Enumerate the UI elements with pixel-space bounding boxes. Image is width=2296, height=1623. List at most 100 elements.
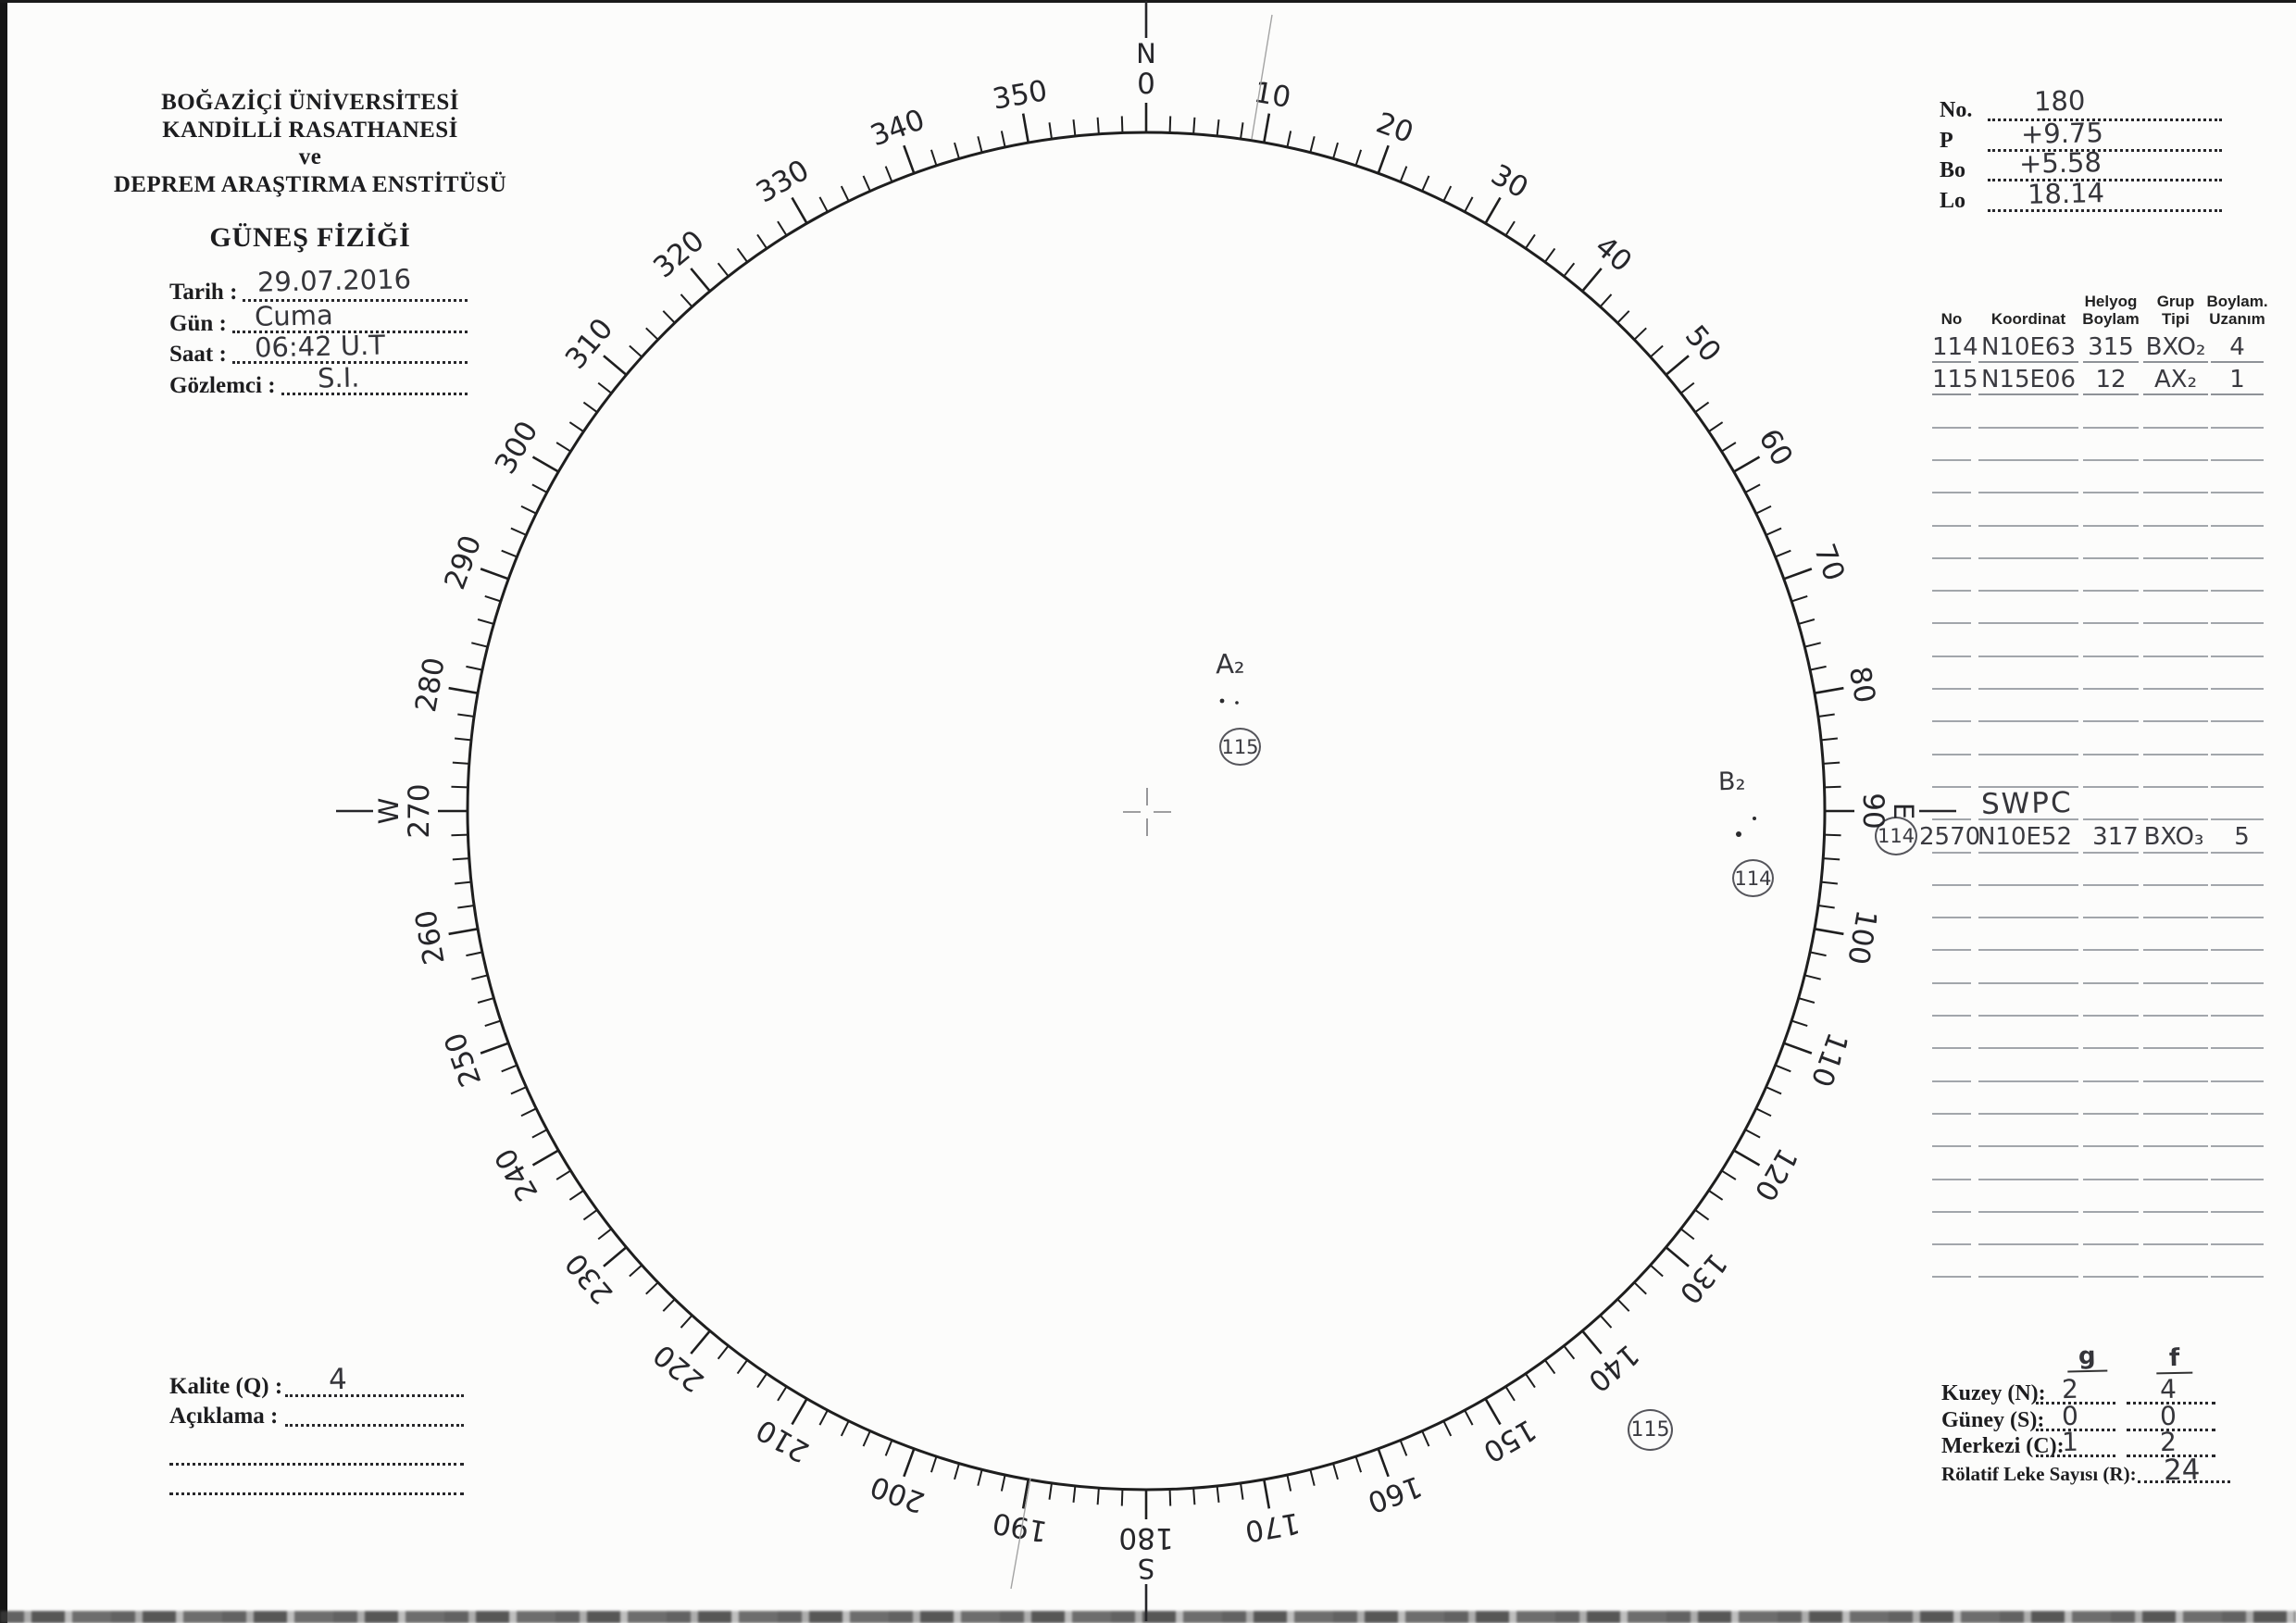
table-row-rule bbox=[1978, 492, 2078, 494]
table-row-rule bbox=[2143, 1047, 2208, 1050]
table-row-rule bbox=[2143, 883, 2208, 886]
table-col-header: Boylam. Uzanım bbox=[2206, 289, 2267, 328]
obs-field-row: Gözlemci : S.I. bbox=[169, 361, 468, 399]
dotted-rule bbox=[2127, 1428, 2215, 1431]
table-row-rule bbox=[1978, 458, 2078, 461]
table-row-rule bbox=[1932, 556, 1971, 559]
counts-row-label: Kuzey (N): bbox=[1941, 1381, 2046, 1405]
svg-text:E: E bbox=[1888, 803, 1919, 819]
ephemeris-label: No. bbox=[1940, 98, 1973, 122]
table-row-rule bbox=[2211, 753, 2264, 755]
table-row-rule bbox=[2143, 622, 2208, 625]
table-row-rule bbox=[2143, 492, 2208, 494]
table-row-rule bbox=[2143, 655, 2208, 657]
table-col-header: Helyog Boylam bbox=[2082, 289, 2139, 328]
circled-group-no-outer: 115 bbox=[1628, 1409, 1673, 1451]
swpc-cell-value: N10E52 bbox=[1977, 822, 2073, 851]
dotted-rule bbox=[243, 299, 468, 302]
dotted-rule bbox=[1988, 148, 2222, 152]
table-col-header-line: No bbox=[1940, 309, 1963, 328]
table-row-rule bbox=[1932, 949, 1971, 952]
table-row-rule bbox=[2083, 753, 2139, 755]
table-row-rule bbox=[2211, 1047, 2264, 1050]
table-cell-value: 4 bbox=[2229, 333, 2245, 361]
dotted-rule bbox=[169, 1463, 464, 1466]
svg-text:0: 0 bbox=[1137, 68, 1155, 101]
dotted-rule bbox=[1988, 119, 2222, 121]
table-row-rule bbox=[2083, 1210, 2139, 1213]
table-row-rule bbox=[1978, 688, 2078, 690]
svg-text:210: 210 bbox=[751, 1412, 815, 1468]
table-row-rule bbox=[1932, 818, 1971, 821]
table-cell-value: 114 bbox=[1932, 333, 1978, 361]
table-row-rule bbox=[2083, 981, 2139, 984]
group-type-label-east: B₂ bbox=[1717, 767, 1746, 797]
swpc-circled-group-no: 114 bbox=[1875, 816, 1917, 855]
table-row-rule bbox=[2143, 1210, 2208, 1213]
table-row-rule bbox=[1978, 917, 2078, 919]
table-row-rule bbox=[1932, 524, 1971, 527]
table-row-rule bbox=[2211, 590, 2264, 593]
counts-row-label: Güney (S): bbox=[1941, 1407, 2045, 1432]
table-row-rule bbox=[1978, 1015, 2078, 1017]
table-row-rule bbox=[2211, 1015, 2264, 1017]
table-row-rule bbox=[1932, 1178, 1971, 1180]
table-row-rule bbox=[2083, 883, 2139, 886]
table-row-rule bbox=[1932, 851, 1971, 854]
table-row-rule bbox=[2211, 426, 2264, 429]
sunspot-dots bbox=[1219, 698, 1756, 837]
obs-field-label: Saat : bbox=[169, 342, 227, 367]
svg-text:110: 110 bbox=[1804, 1029, 1854, 1092]
table-row-rule bbox=[2143, 785, 2208, 788]
svg-text:310: 310 bbox=[559, 312, 620, 375]
svg-text:N: N bbox=[1136, 38, 1156, 69]
table-cell-value: BXO₂ bbox=[2145, 333, 2206, 361]
table-row-rule bbox=[2083, 556, 2139, 559]
swpc-cell-value: BXO₃ bbox=[2143, 822, 2204, 851]
org-header: BOĞAZİÇİ ÜNİVERSİTESİ KANDİLLİ RASATHANE… bbox=[88, 89, 532, 254]
table-row-rule bbox=[1932, 917, 1971, 919]
ephemeris-label: Lo bbox=[1940, 189, 1966, 214]
table-row-rule bbox=[1932, 1047, 1971, 1050]
table-row-rule bbox=[2083, 1276, 2139, 1279]
svg-text:10: 10 bbox=[1252, 76, 1293, 115]
dotted-rule bbox=[1988, 209, 2222, 213]
table-row-rule bbox=[1932, 1243, 1971, 1246]
svg-text:340: 340 bbox=[867, 103, 930, 153]
org-line-1: BOĞAZİÇİ ÜNİVERSİTESİ bbox=[161, 90, 459, 115]
dotted-rule bbox=[1988, 179, 2222, 182]
table-cell-value: 1 bbox=[2229, 366, 2245, 394]
svg-text:80: 80 bbox=[1842, 664, 1881, 705]
table-row-rule bbox=[2143, 556, 2208, 559]
table-row-rule bbox=[1978, 851, 2078, 854]
table-row-rule bbox=[2143, 688, 2208, 690]
svg-text:90: 90 bbox=[1856, 793, 1890, 829]
svg-text:100: 100 bbox=[1841, 907, 1883, 968]
circled-group-no-east: 114 bbox=[1732, 859, 1774, 897]
table-row-rule bbox=[2143, 458, 2208, 461]
table-row-rule bbox=[2143, 917, 2208, 919]
dotted-rule bbox=[231, 330, 468, 333]
table-row-rule bbox=[2211, 492, 2264, 494]
table-row-rule bbox=[2143, 753, 2208, 755]
table-row-rule bbox=[2143, 1243, 2208, 1246]
svg-text:230: 230 bbox=[559, 1246, 620, 1309]
table-row-rule bbox=[2143, 851, 2208, 854]
table-row-rule bbox=[1978, 818, 2078, 821]
table-row-rule bbox=[2083, 1015, 2139, 1017]
table-row-rule bbox=[1978, 524, 2078, 527]
table-row-rule bbox=[1932, 1015, 1971, 1017]
disk-ring bbox=[466, 131, 1827, 1492]
table-row-rule bbox=[1978, 981, 2078, 984]
table-row-rule bbox=[2211, 818, 2264, 821]
table-row-rule bbox=[2083, 949, 2139, 952]
table-row-rule bbox=[1978, 753, 2078, 755]
org-line-4: DEPREM ARAŞTIRMA ENSTİTÜSÜ bbox=[113, 171, 507, 197]
table-row-rule bbox=[1978, 949, 2078, 952]
table-row-rule bbox=[2211, 785, 2264, 788]
table-row-rule bbox=[2083, 524, 2139, 527]
table-col-header: Koordinat bbox=[1978, 289, 2078, 328]
table-row-rule bbox=[1932, 981, 1971, 984]
